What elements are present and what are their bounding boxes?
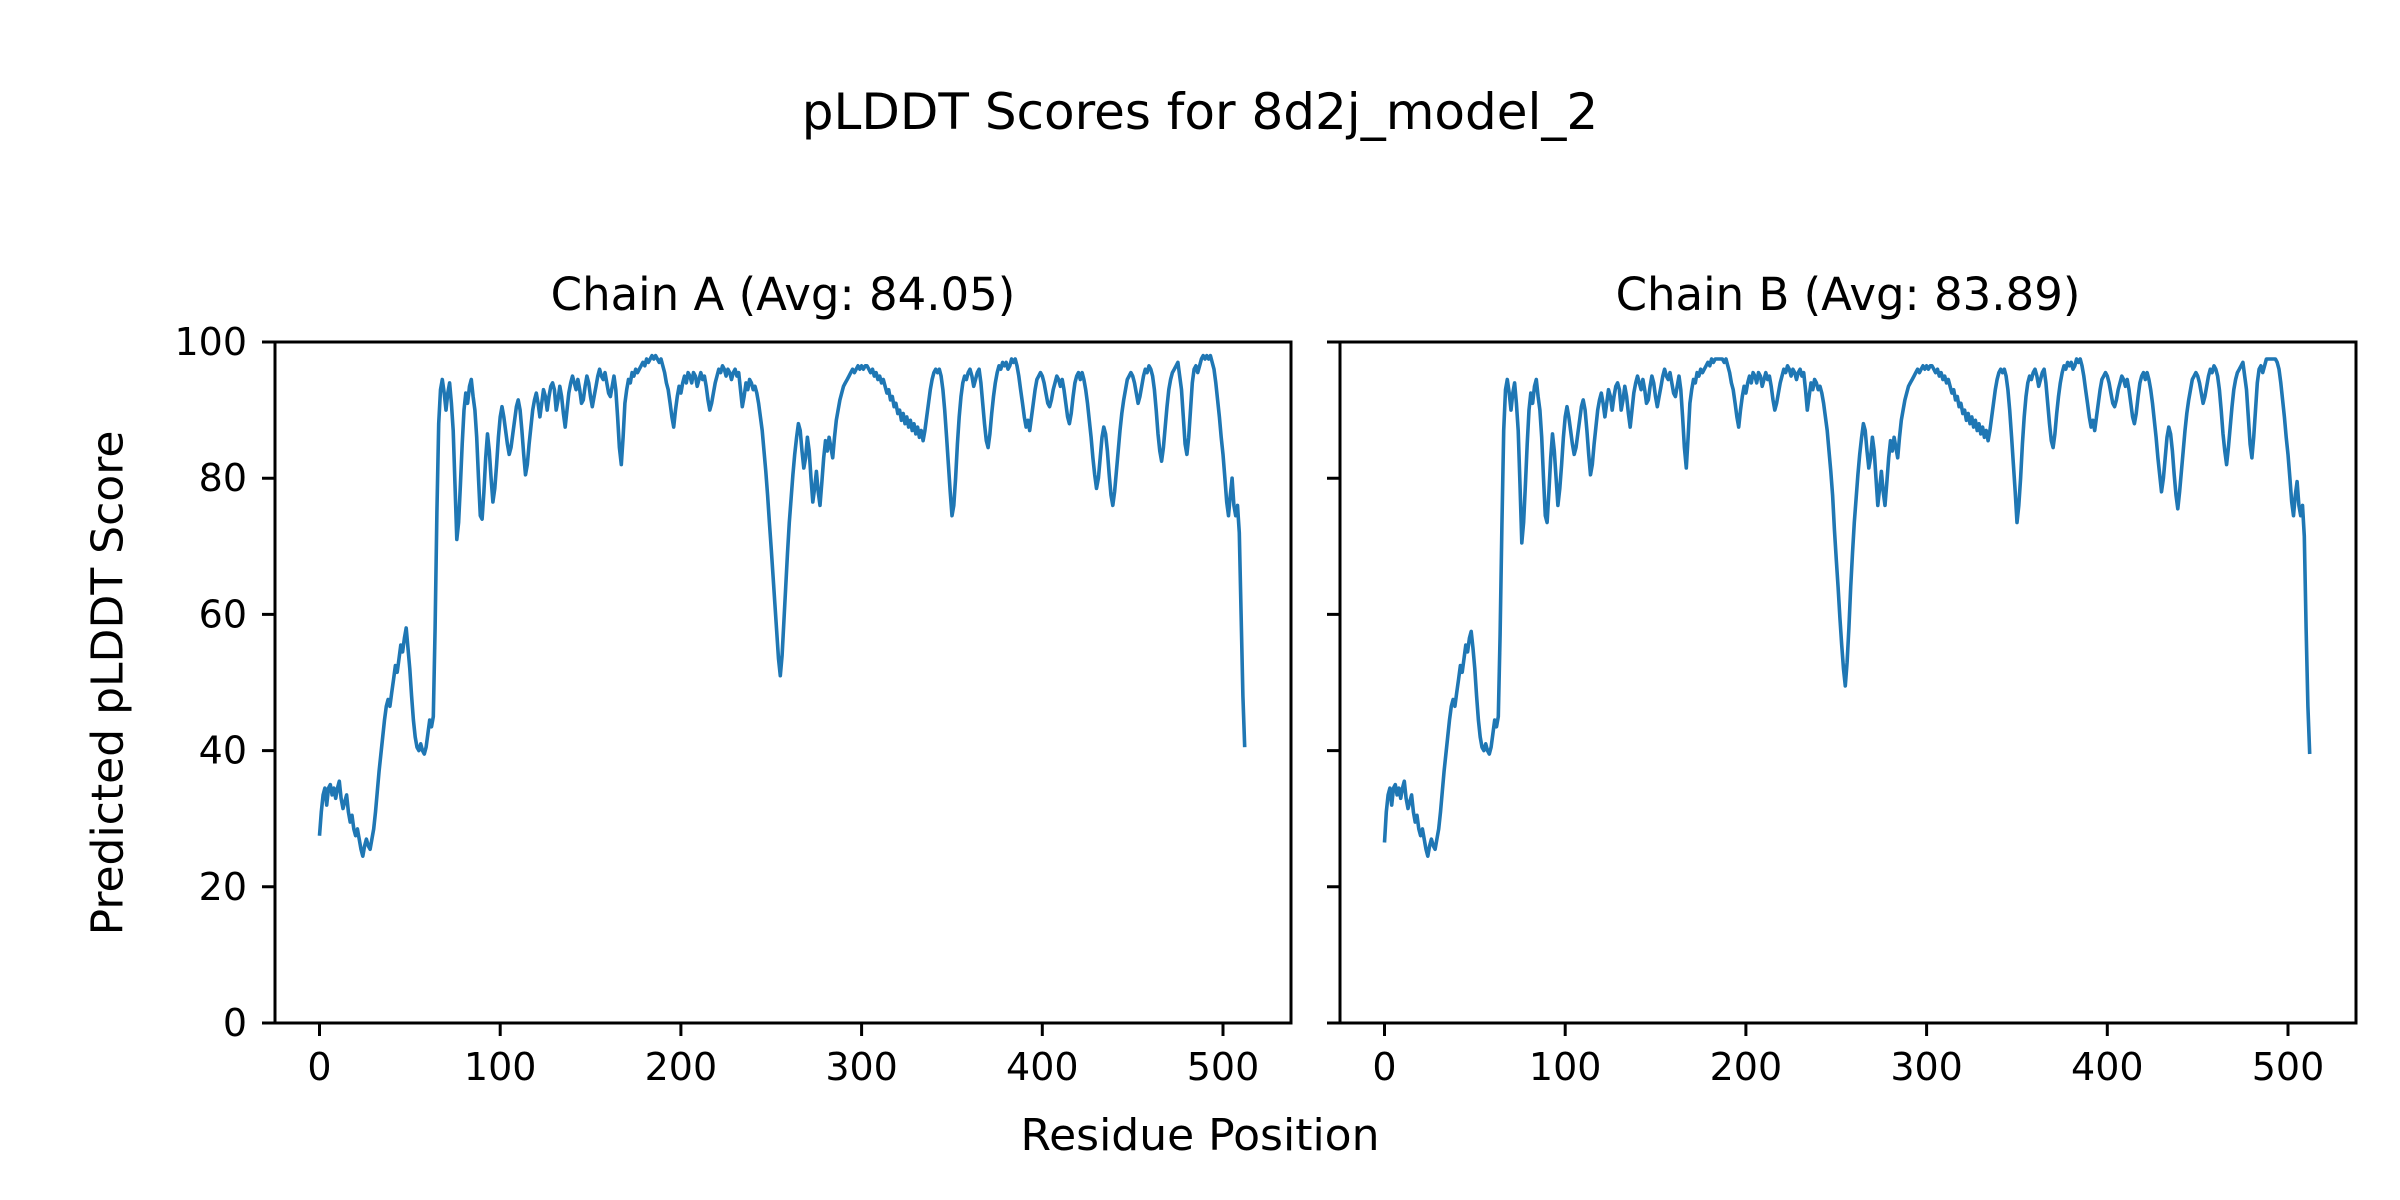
chain-b-plot: 0 100 200 300 400 500: [1327, 340, 2358, 1089]
y-tick-label: 80: [199, 456, 247, 500]
y-tick-label: 60: [199, 592, 247, 636]
chain-b-subplot-title: Chain B (Avg: 83.89): [1615, 268, 2081, 321]
chain-a-plot-area: 0 100 200 300 400 500 0 20 40 60 80 100: [174, 320, 1293, 1089]
x-tick-label: 0: [1372, 1045, 1396, 1089]
chain-a-plot: 0 100 200 300 400 500 0 20 40 60 80 100: [174, 320, 1293, 1089]
x-tick-label: 200: [1710, 1045, 1783, 1089]
x-tick-label: 300: [825, 1045, 898, 1089]
x-tick-label: 100: [464, 1045, 537, 1089]
x-tick-label: 500: [1187, 1045, 1260, 1089]
x-tick-label: 0: [307, 1045, 331, 1089]
x-axis-label: Residue Position: [1020, 1110, 1380, 1161]
y-tick-label: 0: [223, 1001, 247, 1045]
y-tick-label: 40: [199, 729, 247, 773]
x-tick-label: 500: [2252, 1045, 2325, 1089]
figure-title: pLDDT Scores for 8d2j_model_2: [801, 83, 1599, 141]
axes-frame: [273, 340, 1293, 1025]
axes-frame: [1338, 340, 2358, 1025]
chain-a-subplot-title: Chain A (Avg: 84.05): [550, 268, 1016, 321]
axis-tick-marks: [262, 340, 1225, 1036]
plddt-line: [317, 353, 1247, 858]
axis-tick-marks: [1327, 340, 2290, 1036]
x-tick-label: 400: [1006, 1045, 1079, 1089]
y-tick-label: 100: [174, 320, 247, 364]
y-tick-label: 20: [199, 865, 247, 909]
x-tick-label: 100: [1529, 1045, 1602, 1089]
x-tick-label: 400: [2071, 1045, 2144, 1089]
plddt-line: [1382, 357, 2312, 858]
x-tick-label: 300: [1890, 1045, 1963, 1089]
x-tick-label: 200: [645, 1045, 718, 1089]
y-axis-label: Predicted pLDDT Score: [82, 430, 134, 936]
chain-b-plot-area: 0 100 200 300 400 500: [1327, 340, 2358, 1089]
